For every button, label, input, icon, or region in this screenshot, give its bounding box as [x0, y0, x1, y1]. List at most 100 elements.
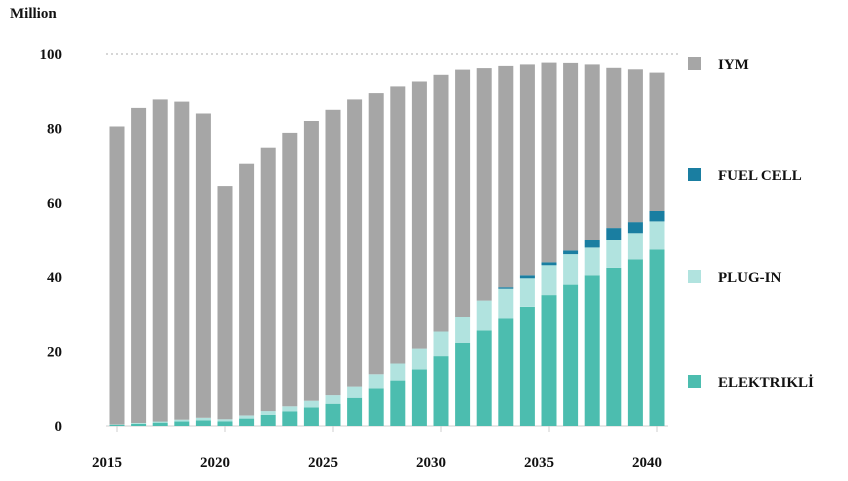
- bar-segment: [260, 414, 276, 426]
- bar-segment: [174, 419, 190, 422]
- bar-segment: [174, 101, 190, 420]
- bar-segment: [563, 254, 579, 285]
- bar-segment: [195, 417, 211, 421]
- bar-segment: [649, 211, 665, 222]
- bar-segment: [303, 400, 319, 408]
- bar-segment: [282, 406, 298, 412]
- y-tick-label: 100: [40, 47, 63, 63]
- bar-segment: [152, 422, 168, 426]
- legend-label: PLUG-IN: [718, 270, 782, 286]
- bar-segment: [368, 93, 384, 375]
- legend-swatch: [688, 270, 701, 283]
- y-tick-label: 60: [47, 196, 62, 212]
- legend-swatch: [688, 168, 701, 181]
- bar-segment: [325, 395, 341, 404]
- bar-segment: [627, 259, 643, 426]
- legend-swatch: [688, 57, 701, 70]
- bar-segment: [239, 163, 255, 416]
- bar-segment: [152, 99, 168, 422]
- bar-segment: [498, 287, 514, 289]
- bar-segment: [476, 300, 492, 331]
- bar-segment: [390, 380, 406, 426]
- y-tick-label: 0: [55, 419, 63, 435]
- bar-segment: [541, 262, 557, 266]
- bar-segment: [303, 407, 319, 426]
- bar-segment: [217, 421, 233, 426]
- y-tick-label: 40: [47, 270, 62, 286]
- bar-segment: [455, 317, 471, 343]
- bar-segment: [498, 65, 514, 288]
- bar-segment: [260, 411, 276, 415]
- bar-segment: [649, 249, 665, 426]
- bar-segment: [498, 288, 514, 319]
- bar-segment: [217, 419, 233, 422]
- bar-segment: [627, 69, 643, 223]
- bar-segment: [649, 221, 665, 250]
- bar-segment: [627, 222, 643, 234]
- bar-segment: [131, 423, 147, 426]
- bar-segment: [109, 424, 125, 426]
- bar-segment: [260, 147, 276, 412]
- bar-segment: [368, 374, 384, 389]
- bar-segment: [498, 318, 514, 426]
- bar-segment: [347, 386, 363, 398]
- bar-segment: [606, 228, 622, 240]
- bar-segment: [282, 411, 298, 426]
- bar-segment: [325, 109, 341, 396]
- x-tick-label: 2020: [200, 455, 230, 471]
- bar-segment: [433, 74, 449, 332]
- bar-segment: [584, 275, 600, 426]
- bar-segment: [455, 343, 471, 426]
- bar-segment: [303, 121, 319, 401]
- bar-segment: [390, 86, 406, 364]
- bar-segment: [347, 397, 363, 426]
- legend-label: ELEKTRIKLİ: [718, 374, 814, 391]
- bar-segment: [325, 403, 341, 426]
- bar-segment: [131, 423, 147, 424]
- bar-segment: [455, 69, 471, 317]
- bar-segment: [606, 267, 622, 426]
- bar-segment: [541, 295, 557, 426]
- x-tick-label: 2035: [524, 455, 554, 471]
- bar-segment: [584, 240, 600, 248]
- bar-segment: [519, 307, 535, 426]
- bar-segment: [563, 284, 579, 426]
- bar-segment: [519, 64, 535, 276]
- x-tick-label: 2040: [632, 455, 662, 471]
- bar-segment: [606, 240, 622, 268]
- bar-segment: [152, 421, 168, 423]
- bar-segment: [627, 233, 643, 260]
- x-tick-label: 2025: [308, 455, 338, 471]
- y-axis-unit-label: Million: [10, 6, 57, 22]
- bar-segment: [433, 356, 449, 426]
- bar-segment: [368, 388, 384, 426]
- x-tick-label: 2030: [416, 455, 446, 471]
- bar-segment: [606, 67, 622, 229]
- bar-segment: [584, 247, 600, 276]
- bar-segment: [131, 107, 147, 424]
- bar-segment: [411, 81, 427, 349]
- bar-segment: [347, 99, 363, 387]
- legend-label: IYM: [718, 57, 749, 73]
- bar-segment: [476, 68, 492, 301]
- bar-segment: [239, 415, 255, 419]
- bar-segment: [217, 186, 233, 420]
- bar-segment: [541, 62, 557, 263]
- bar-segment: [519, 275, 535, 279]
- legend-label: FUEL CELL: [718, 168, 802, 184]
- bar-segment: [109, 424, 125, 425]
- bar-segment: [195, 113, 211, 418]
- y-tick-label: 20: [47, 345, 62, 361]
- bar-segment: [109, 126, 125, 425]
- bar-segment: [195, 420, 211, 426]
- bar-segment: [411, 369, 427, 426]
- bar-segment: [519, 278, 535, 307]
- y-tick-label: 80: [47, 121, 62, 137]
- bar-segment: [390, 363, 406, 381]
- bar-segment: [563, 250, 579, 255]
- x-tick-label: 2015: [92, 455, 122, 471]
- bar-segment: [282, 132, 298, 407]
- bar-segment: [433, 331, 449, 357]
- bar-segment: [584, 64, 600, 241]
